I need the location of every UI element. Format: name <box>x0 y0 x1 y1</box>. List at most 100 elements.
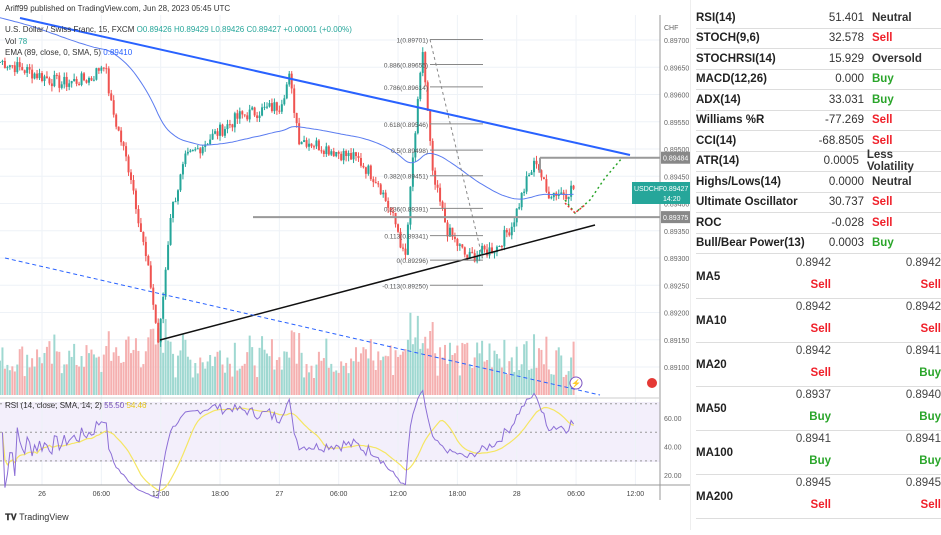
oscillator-name: ROC <box>696 216 722 229</box>
oscillator-name: ADX(14) <box>696 93 741 106</box>
volume-bar <box>490 367 493 395</box>
volume-bar <box>513 371 516 395</box>
oscillator-row: Highs/Lows(14) 0.0000 Neutral <box>696 172 941 193</box>
oscillator-name: Bull/Bear Power(13) <box>696 237 805 250</box>
candle-body <box>382 192 385 195</box>
ma-exp-value: 0.8941 <box>905 345 941 357</box>
candle-body <box>308 143 311 147</box>
volume-bar <box>122 361 125 395</box>
candle-body <box>256 115 259 119</box>
volume-bar <box>337 372 340 395</box>
oscillator-signal: Buy <box>872 73 894 86</box>
candle-body <box>189 150 192 152</box>
volume-bar <box>515 346 518 395</box>
oscillator-name: Williams %R <box>696 114 765 127</box>
volume-bar <box>384 355 387 395</box>
tradingview-logo: 𝐓𝐕 TradingView <box>5 512 69 522</box>
ma-exp-signal: Sell <box>920 323 941 335</box>
candle-body <box>13 65 16 73</box>
volume-bar <box>476 342 479 395</box>
candle-body <box>508 232 511 236</box>
oscillator-value: -68.8505 <box>818 134 864 147</box>
volume-bar <box>162 352 165 395</box>
candle-body <box>483 245 486 250</box>
volume-bar <box>394 350 397 395</box>
candle-body <box>421 52 424 73</box>
candle-body <box>8 65 11 68</box>
volume-bar <box>120 362 123 395</box>
ma-exp-value: 0.8940 <box>905 389 941 401</box>
candle-body <box>191 149 194 151</box>
candle-body <box>219 124 222 136</box>
candle-body <box>26 67 29 73</box>
candle-body <box>241 111 244 115</box>
volume-bar <box>115 347 118 395</box>
volume-bar <box>290 330 293 395</box>
volume-bar <box>523 344 526 395</box>
candle-body <box>100 67 103 71</box>
candle-body <box>58 75 61 88</box>
price-tick: 0.89300 <box>664 256 689 263</box>
candle-body <box>345 150 348 157</box>
volume-bar <box>310 365 313 395</box>
candle-body <box>263 106 266 108</box>
candle-body <box>500 245 503 247</box>
volume-bar <box>387 356 390 395</box>
volume-bar <box>73 343 76 395</box>
volume-bar <box>181 334 184 395</box>
symbol-tag: USDCHF <box>634 186 663 193</box>
candle-body <box>456 238 459 246</box>
volume-bar <box>478 353 481 395</box>
symbol-name: U.S. Dollar / Swiss Franc, 15, FXCM <box>5 25 135 34</box>
price-chart[interactable]: CHF 0.89700 0.89650 0.89600 0.89550 0.89500 0.… <box>0 0 690 530</box>
volume-bar <box>92 354 95 395</box>
volume-bar <box>377 351 380 395</box>
candle-body <box>226 124 229 130</box>
volume-bar <box>382 356 385 395</box>
candle-body <box>520 192 523 208</box>
volume-bar <box>265 353 268 395</box>
volume-bar <box>142 364 145 395</box>
volume-bar <box>45 346 48 395</box>
candle-body <box>312 146 315 148</box>
volume-bar <box>500 367 503 395</box>
volume-bar <box>416 315 419 395</box>
fib-label: 1(0.89701) <box>397 37 428 44</box>
volume-bar <box>226 357 229 395</box>
volume-bar <box>26 354 29 395</box>
volume-bar <box>364 349 367 395</box>
oscillator-row: STOCH(9,6) 32.578 Sell <box>696 29 941 49</box>
lightning-icon <box>569 376 583 390</box>
candle-body <box>426 82 429 111</box>
candle-body <box>38 73 41 79</box>
oscillator-signal: Sell <box>872 114 893 127</box>
volume-bar <box>38 357 41 395</box>
chart-canvas[interactable]: CHF 0.89700 0.89650 0.89600 0.89550 0.89500 0.… <box>0 0 690 530</box>
price-tick: 0.89600 <box>664 93 689 100</box>
candle-body <box>567 196 570 200</box>
volume-bar <box>453 353 456 395</box>
ma-simple-value: 0.8942 <box>795 301 831 313</box>
candle-body <box>167 244 170 270</box>
candle-body <box>325 146 328 154</box>
volume-bar <box>421 343 424 395</box>
candle-body <box>384 192 387 201</box>
volume-bar <box>184 339 187 395</box>
volume-bar <box>278 357 281 395</box>
volume-bar <box>157 328 160 395</box>
candle-body <box>83 73 86 81</box>
volume-bar <box>379 360 382 395</box>
candle-body <box>275 102 278 111</box>
volume-bar <box>233 342 236 395</box>
volume-bar <box>468 364 471 395</box>
ma-name: MA5 <box>696 271 721 283</box>
resistance-price-label-bg <box>661 151 690 164</box>
volume-bar <box>263 349 266 395</box>
candle-body <box>367 165 370 174</box>
volume-bar <box>63 364 66 395</box>
volume-bar <box>275 359 278 395</box>
volume-bar <box>525 341 528 395</box>
candle-body <box>231 124 234 128</box>
candle-body <box>179 174 182 191</box>
candle-body <box>315 140 318 147</box>
